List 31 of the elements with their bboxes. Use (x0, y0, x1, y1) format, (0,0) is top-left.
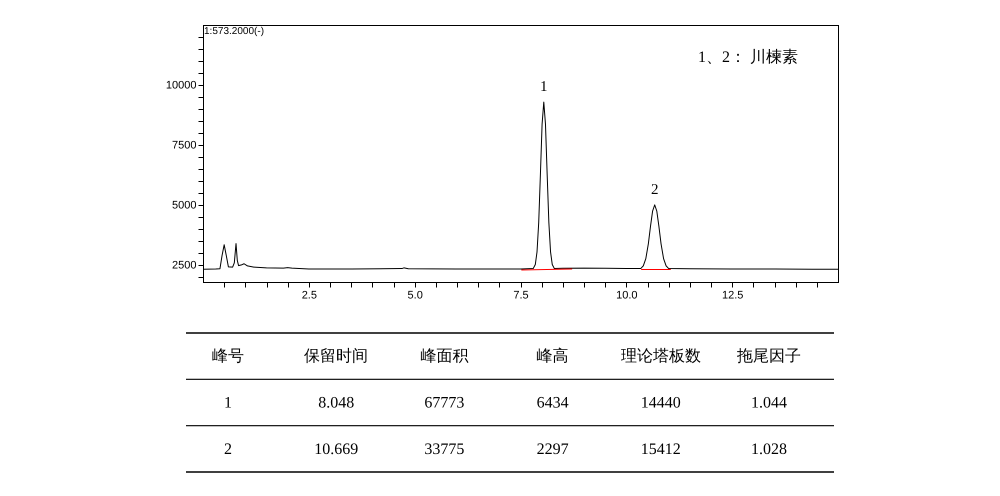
data-label: 33775 (424, 440, 464, 458)
annotation: 1 (540, 79, 548, 96)
category-label: 保留时间 (304, 347, 368, 366)
x-tick-label: 5.0 (408, 290, 423, 302)
category-label: 理论塔板数 (620, 347, 701, 366)
x-tick-label: 12.5 (722, 290, 744, 302)
y-tick-label: 10000 (166, 80, 196, 92)
x-tick-label: 7.5 (513, 290, 529, 302)
data-label: 10.669 (314, 440, 358, 458)
y-tick-label: 2500 (172, 260, 196, 272)
x-tick-label: 2.5 (302, 290, 317, 302)
data-label: 1.028 (751, 440, 787, 458)
data-label: 6434 (536, 394, 569, 412)
data-label: 15412 (640, 440, 681, 458)
x-tick-label: 10.0 (616, 290, 638, 302)
data-label: 8.048 (318, 394, 354, 412)
text: 1 (224, 394, 232, 412)
data-label: 67773 (424, 394, 464, 412)
category-label: 峰面积 (420, 348, 468, 366)
data-label: 2297 (536, 440, 569, 458)
category-label: 拖尾因子 (736, 348, 801, 366)
text: 峰号 (212, 348, 244, 366)
category-label: 峰高 (536, 347, 569, 366)
annotation: 1、2： 川楝素 (698, 48, 798, 66)
y-tick-label: 7500 (172, 140, 196, 152)
annotation: 2 (650, 182, 658, 198)
data-label: 14440 (640, 394, 681, 412)
y-tick-label: 5000 (172, 200, 196, 212)
annotation: 1:573.2000(-) (204, 26, 264, 37)
text: 2 (224, 440, 232, 458)
data-label: 1.044 (751, 394, 787, 412)
